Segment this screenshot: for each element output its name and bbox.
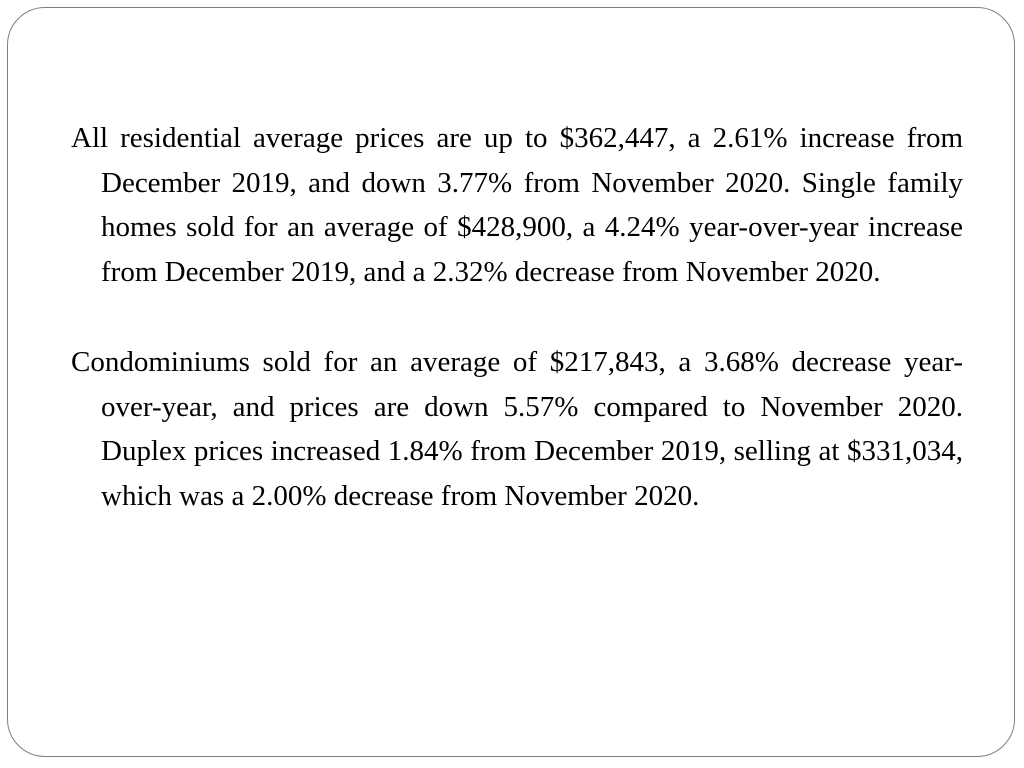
residential-prices-paragraph: All residential average prices are up to… — [71, 122, 963, 288]
condo-duplex-prices-paragraph: Condominiums sold for an average of $217… — [71, 346, 963, 512]
slide-body: All residential average prices are up to… — [71, 116, 963, 518]
slide-frame — [7, 7, 1015, 757]
